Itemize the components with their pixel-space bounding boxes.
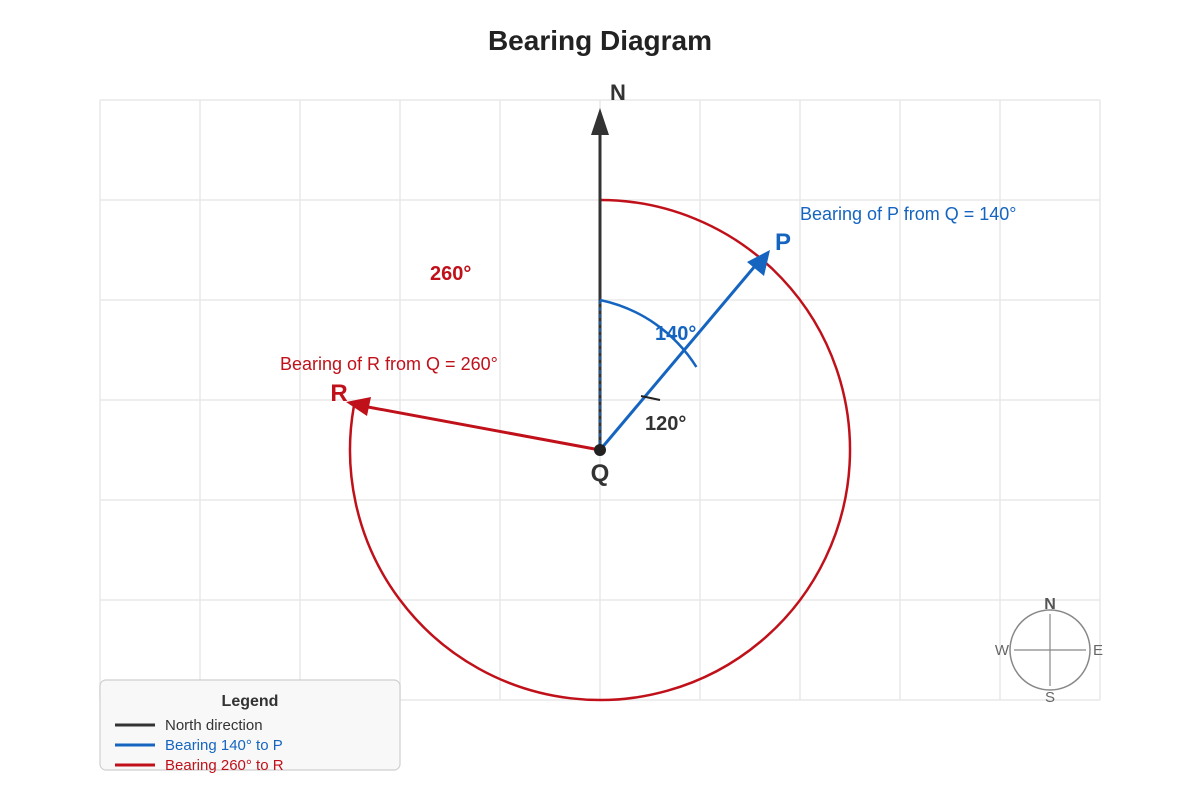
legend-box xyxy=(99,679,401,771)
compass-rose: N S W E xyxy=(995,596,1103,706)
compass-e-label: E xyxy=(1093,642,1103,659)
diagram-title: Bearing Diagram xyxy=(488,25,712,56)
bearing-p-arrowhead xyxy=(747,250,770,276)
between-angle-tick xyxy=(640,395,661,401)
bearing-r-angle-label: 260° xyxy=(430,263,471,285)
bearing-r-line xyxy=(367,405,601,452)
legend-title: Legend xyxy=(222,693,279,710)
compass-circle xyxy=(1009,609,1091,691)
bearing-p-arc xyxy=(599,298,698,368)
north-arrowhead xyxy=(591,108,609,135)
bearing-p-line xyxy=(598,265,757,451)
legend-item-p: Bearing 140° to P xyxy=(165,737,283,754)
compass-w-label: W xyxy=(995,642,1010,659)
north-label: N xyxy=(610,80,626,105)
bearing-r-text: Bearing of R from Q = 260° xyxy=(280,354,498,374)
legend-item-r: Bearing 260° to R xyxy=(165,757,284,774)
bearing-p-angle-label: 140° xyxy=(655,323,696,345)
legend: Legend North direction Bearing 140° to P… xyxy=(99,679,401,774)
compass-n-label: N xyxy=(1044,596,1056,613)
compass-s-label: S xyxy=(1045,689,1055,706)
point-q-dot xyxy=(594,444,606,456)
bearing-r-arrowhead xyxy=(346,397,371,416)
bearing-r-arc xyxy=(348,198,852,702)
point-q-label: Q xyxy=(591,460,610,487)
between-angle-label: 120° xyxy=(645,413,686,435)
legend-item-north: North direction xyxy=(165,717,263,734)
bearing-p-text: Bearing of P from Q = 140° xyxy=(800,204,1016,224)
point-p-label: P xyxy=(775,229,791,256)
point-r-label: R xyxy=(330,380,347,407)
